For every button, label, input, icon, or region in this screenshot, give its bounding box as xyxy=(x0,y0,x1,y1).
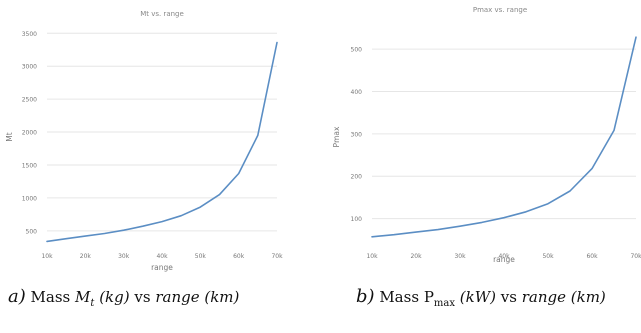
chart-b-y-tick-label: 200 xyxy=(351,174,363,181)
chart-a-y-tick-label: 3500 xyxy=(22,31,37,38)
chart-a-y-tick-label: 500 xyxy=(26,228,38,235)
caption-b-sym: P xyxy=(423,288,434,306)
chart-a-x-tick-label: 60k xyxy=(233,253,245,260)
caption-a-pre: Mass xyxy=(30,288,71,306)
chart-a-y-axis-label: Mt xyxy=(5,132,14,141)
chart-a-y-tick-label: 3000 xyxy=(22,64,37,71)
chart-a: 500 1000 1500 2000 2500 3000 3500 10k 20k 30k 40k 5… xyxy=(5,10,283,272)
chart-a-x-tick-label: 70k xyxy=(271,253,283,260)
caption-a-unit: (kg) xyxy=(99,288,130,306)
chart-b-x-axis-label: range xyxy=(493,255,515,264)
chart-a-x-tick-label: 30k xyxy=(118,253,130,260)
caption-a-symbol: Mt xyxy=(75,288,95,309)
chart-a-x-tick-label: 10k xyxy=(41,253,53,260)
caption-a-letter: a) xyxy=(8,286,26,307)
chart-b-x-tick-label: 50k xyxy=(542,253,554,260)
caption-a: a) Mass Mt (kg) vs range (km) xyxy=(8,286,239,309)
chart-a-y-tick-label: 1000 xyxy=(22,195,37,202)
caption-b-vs: vs xyxy=(500,288,517,306)
chart-b-series-line xyxy=(371,36,637,238)
chart-b-x-tick-label: 20k xyxy=(410,253,422,260)
chart-a-x-tick-label: 20k xyxy=(80,253,92,260)
chart-b-x-tick-label: 60k xyxy=(586,253,598,260)
chart-a-y-tick-label: 2000 xyxy=(22,130,37,137)
chart-b-y-tick-label: 500 xyxy=(351,47,363,54)
chart-b-y-axis-label: Pmax xyxy=(332,126,341,147)
chart-b-x-tick-label: 70k xyxy=(630,253,641,260)
caption-b-unit: (kW) xyxy=(459,288,496,306)
chart-a-y-tick-label: 2500 xyxy=(22,97,37,104)
chart-b-y-tick-label: 300 xyxy=(351,131,363,138)
chart-b-y-tick-label: 100 xyxy=(351,216,363,223)
chart-b-x-tick-label: 10k xyxy=(366,253,378,260)
caption-b-sub: max xyxy=(433,298,455,309)
chart-a-title: Mt vs. range xyxy=(140,10,184,18)
caption-b-letter: b) xyxy=(356,286,375,307)
caption-b-symbol: Pmax xyxy=(423,288,455,309)
caption-a-sym: M xyxy=(75,288,91,306)
chart-b-x-tick-label: 40k xyxy=(498,253,510,260)
caption-a-sub: t xyxy=(90,298,95,309)
chart-b-title: Pmax vs. range xyxy=(473,6,527,14)
chart-a-series-line xyxy=(46,41,278,243)
caption-b: b) Mass Pmax (kW) vs range (km) xyxy=(356,286,606,309)
caption-b-var: range (km) xyxy=(521,288,606,306)
chart-b-x-tick-label: 30k xyxy=(454,253,466,260)
caption-a-vs: vs xyxy=(134,288,151,306)
chart-b: 100 200 300 400 500 10k 20k 30k 40k 50k 60k 70k Pmax… xyxy=(332,6,641,264)
caption-b-pre: Mass xyxy=(379,288,420,306)
chart-a-x-tick-label: 40k xyxy=(156,253,168,260)
caption-a-var: range (km) xyxy=(155,288,240,306)
chart-a-x-tick-label: 50k xyxy=(195,253,207,260)
chart-a-x-axis-label: range xyxy=(151,263,173,272)
chart-a-y-tick-label: 1500 xyxy=(22,162,37,169)
chart-b-y-tick-label: 400 xyxy=(351,89,363,96)
